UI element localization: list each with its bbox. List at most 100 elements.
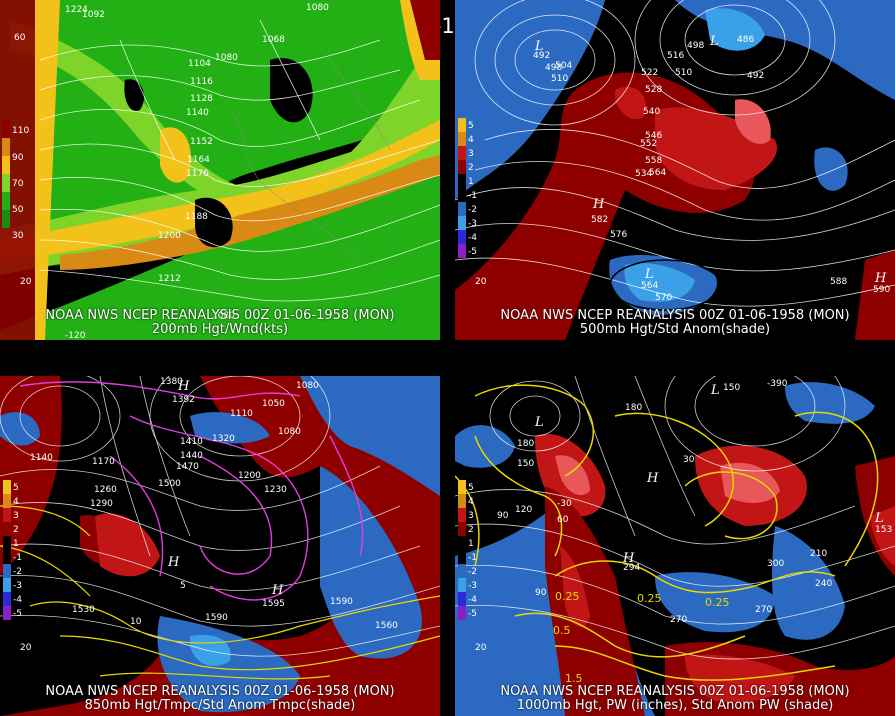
contour-label: 294	[623, 563, 640, 573]
contour-label: 1392	[172, 395, 195, 405]
contour-label: 1470	[176, 462, 199, 472]
contour-labels-1000mb: L L H H L 150 180 180 150 120 90 90 60 -…	[475, 379, 892, 685]
contour-label: 90	[497, 511, 509, 521]
contour-label: 516	[667, 51, 684, 61]
contour-label: 564	[641, 281, 658, 291]
contour-label: 1170	[92, 457, 115, 467]
legend-value: -2	[468, 205, 477, 215]
legend-value: 110	[12, 126, 29, 136]
contour-label: 1590	[330, 597, 353, 607]
lat-label: 20	[20, 643, 32, 653]
contour-label: -390	[767, 379, 788, 389]
contour-label: 1140	[30, 453, 53, 463]
contour-label: 1440	[180, 451, 203, 461]
contour-label: 180	[625, 403, 642, 413]
pw-label: 0.5	[553, 624, 571, 637]
contour-label: 5	[180, 581, 186, 591]
contour-label: 534	[635, 169, 652, 179]
map-500mb: 5 4 3 2 1 -1 -2 -3 -4 -5 L L L H H 492 4…	[455, 0, 895, 340]
legend-value: 5	[468, 483, 474, 493]
high-marker: H	[177, 379, 190, 394]
high-marker: H	[622, 551, 635, 566]
legend-value: -3	[13, 581, 22, 591]
contour-label: 1050	[262, 399, 285, 409]
contour-label: 1104	[188, 59, 211, 69]
legend-value: 30	[12, 231, 24, 241]
legend-value: 70	[12, 179, 24, 189]
contour-label: 1080	[215, 53, 238, 63]
contour-labels-200mb: 1224 1092 1080 1068 1080 1104 1116 1128 …	[14, 3, 329, 340]
legend-value: 3	[13, 511, 19, 521]
lat-label: 60	[14, 33, 26, 43]
high-marker: H	[646, 471, 659, 486]
low-marker: L	[534, 415, 544, 430]
contour-label: 1200	[158, 231, 181, 241]
legend-value: -4	[468, 233, 477, 243]
panel-product-caption: 200mb Hgt/Wnd(kts)	[151, 322, 289, 337]
contour-label: 552	[640, 139, 657, 149]
contour-label: 153	[875, 525, 892, 535]
legend-850mb: 5 4 3 2 1 -1 -2 -3 -4 -5	[3, 480, 22, 620]
low-marker: L	[710, 383, 720, 398]
contour-label: 120	[515, 505, 532, 515]
high-marker: H	[592, 197, 605, 212]
panel-agency-caption: NOAA NWS NCEP REANALYSIS 00Z 01-06-1958 …	[45, 308, 395, 323]
contour-label: 1380	[160, 377, 183, 387]
map-200mb: 110 90 70 50 30 1224 1092 1080 1068 1080…	[0, 0, 440, 340]
contour-label: 498	[687, 41, 704, 51]
contour-label: 60	[557, 515, 569, 525]
contour-label: 576	[610, 230, 627, 240]
legend-200mb: 110 90 70 50 30	[2, 120, 29, 241]
contour-label: 1212	[158, 274, 181, 284]
legend-1000mb: 5 4 3 2 1 -1 -2 -3 -4 -5	[458, 480, 477, 620]
contour-label: -30	[557, 499, 572, 509]
legend-value: -4	[13, 595, 22, 605]
panel-500mb-anom: 5 4 3 2 1 -1 -2 -3 -4 -5 L L L H H 492 4…	[455, 0, 895, 340]
contour-label: 1188	[185, 212, 208, 222]
legend-value: 1	[13, 539, 19, 549]
contour-label: 510	[551, 74, 568, 84]
legend-value: 3	[468, 149, 474, 159]
legend-value: 3	[468, 511, 474, 521]
contour-label: 498	[545, 63, 562, 73]
panel-200mb-wind: 110 90 70 50 30 1224 1092 1080 1068 1080…	[0, 0, 440, 340]
contour-labels-500mb: L L L H H 492 498 504 510 516 522 510 49…	[475, 34, 890, 303]
legend-value: 2	[468, 163, 474, 173]
contour-label: 588	[830, 277, 847, 287]
contour-label: 240	[815, 579, 832, 589]
contour-label: 522	[641, 68, 658, 78]
contour-label: 1080	[278, 427, 301, 437]
legend-value: -1	[13, 553, 22, 563]
legend-value: -1	[468, 553, 477, 563]
contour-label: 1116	[190, 77, 213, 87]
contour-label: 1290	[90, 499, 113, 509]
contour-label: 510	[675, 68, 692, 78]
contour-label: 1200	[238, 471, 261, 481]
contour-label: 1590	[205, 613, 228, 623]
contour-label: 1260	[94, 485, 117, 495]
contour-label: 90	[535, 588, 547, 598]
panel-agency-caption: NOAA NWS NCEP REANALYSIS 00Z 01-06-1958 …	[500, 684, 850, 699]
legend-value: -5	[13, 609, 22, 619]
panel-1000mb-pw: 5 4 3 2 1 -1 -2 -3 -4 -5 L L H H L 150 1…	[455, 376, 895, 716]
contour-label: 210	[810, 549, 827, 559]
contour-label: 1224	[65, 5, 88, 15]
lat-label: 20	[20, 277, 32, 287]
contour-label: 1230	[264, 485, 287, 495]
contour-label: 546	[645, 131, 662, 141]
pw-label: 1.5	[565, 672, 583, 685]
contour-label: 1152	[190, 137, 213, 147]
contour-label: 590	[873, 285, 890, 295]
lat-label: 20	[475, 277, 487, 287]
legend-value: -2	[468, 567, 477, 577]
contour-label: 582	[591, 215, 608, 225]
high-marker: H	[271, 583, 284, 598]
contour-label: 486	[737, 35, 754, 45]
contour-label: 1164	[187, 155, 210, 165]
contour-label: 180	[517, 439, 534, 449]
contour-label: 270	[670, 615, 687, 625]
legend-value: -3	[468, 219, 477, 229]
panel-agency-caption: NOAA NWS NCEP REANALYSIS 00Z 01-06-1958 …	[500, 308, 850, 323]
legend-value: -3	[468, 581, 477, 591]
contour-label: 564	[649, 168, 666, 178]
